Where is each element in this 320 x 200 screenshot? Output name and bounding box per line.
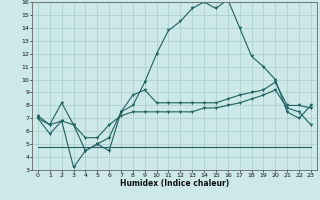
X-axis label: Humidex (Indice chaleur): Humidex (Indice chaleur) [120,179,229,188]
